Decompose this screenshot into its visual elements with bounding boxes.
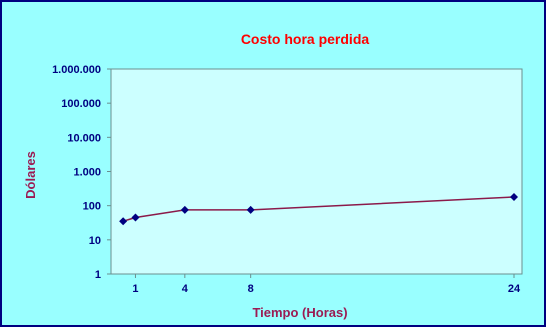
x-axis-ticks: 1 4 8 24 — [132, 274, 521, 295]
y-tick-label: 1 — [95, 269, 101, 281]
data-point-marker — [180, 205, 189, 214]
y-tick-label: 10 — [89, 235, 101, 247]
y-tick-label: 10.000 — [67, 132, 101, 144]
x-axis-label: Tiempo (Horas) — [252, 305, 347, 320]
y-tick-label: 1.000.000 — [52, 64, 101, 76]
chart-title: Costo hora perdida — [241, 31, 370, 47]
data-point-marker — [131, 213, 140, 222]
plot-area — [110, 68, 523, 275]
y-tick-label: 100.000 — [61, 98, 101, 110]
y-axis-ticks: 1 10 100 1.000 10.000 100.000 1.000.000 — [52, 64, 111, 281]
data-point-marker — [246, 205, 255, 214]
y-tick-label: 100 — [83, 201, 101, 213]
data-point-marker — [119, 217, 128, 226]
y-tick-label: 1.000 — [73, 167, 101, 179]
x-tick-label: 24 — [508, 283, 521, 295]
data-point-marker — [510, 192, 518, 201]
x-tick-label: 8 — [248, 283, 254, 295]
x-tick-label: 1 — [132, 283, 138, 295]
y-axis-label: Dólares — [23, 151, 38, 199]
x-tick-label: 4 — [182, 283, 189, 295]
series-group — [119, 192, 518, 226]
